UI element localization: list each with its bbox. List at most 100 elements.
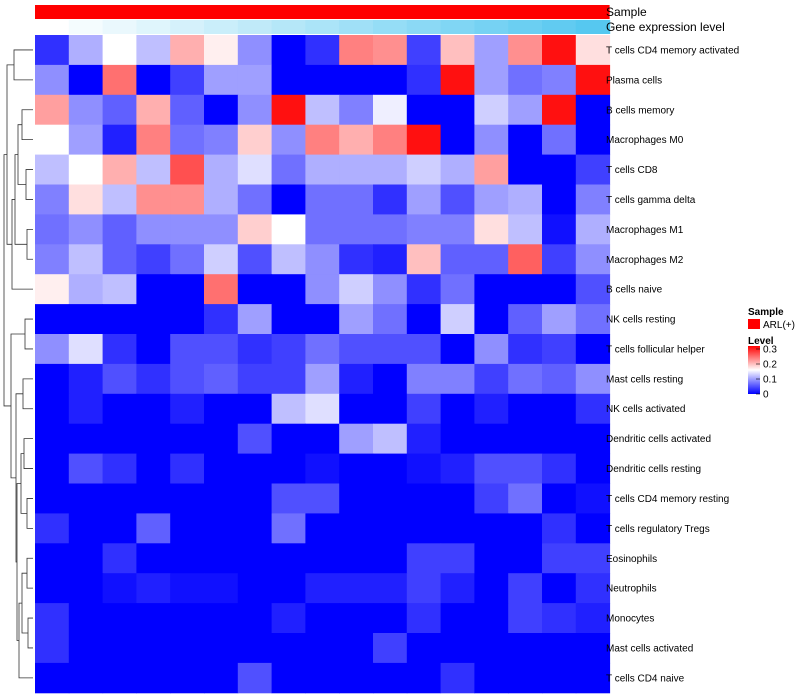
heatmap-cell [542,274,577,305]
heatmap-cell [542,543,577,574]
heatmap-cell [170,274,205,305]
heatmap-cell [508,214,543,245]
dendrogram-branch [14,154,27,245]
heatmap-cell [474,244,509,275]
heatmap-cell [508,184,543,215]
heatmap-cell [575,363,611,395]
dendrogram-branch [26,557,33,589]
heatmap-cell [136,124,171,156]
heatmap-cell [35,543,70,574]
dendrogram-branch [26,498,33,529]
heatmap-cell [68,543,104,574]
dendrogram-branch [21,109,33,141]
heatmap-cell [204,304,239,335]
heatmap-cell [136,483,171,514]
heatmap-cell [305,483,340,514]
heatmap-cell [68,334,104,365]
heatmap-cell [373,94,408,126]
heatmap-cell [170,124,205,156]
gene-expression-track-cell [542,20,577,34]
heatmap-cell [575,543,611,574]
heatmap-cell [35,334,70,365]
heatmap-cell [170,603,205,634]
heatmap-cell [440,513,475,544]
heatmap-cell [68,453,104,484]
heatmap-cell [440,423,475,455]
heatmap-cell [170,393,205,425]
heatmap-cell [542,184,577,215]
heatmap-cell [35,603,70,634]
heatmap-cell [508,573,543,604]
heatmap-cell [474,633,509,664]
gene-expression-track-cell [373,20,408,34]
heatmap-cell [440,543,475,574]
heatmap-cell [271,274,306,305]
heatmap-cell [474,543,509,574]
gene-expression-track-cell [136,20,171,34]
heatmap-cell [136,154,171,185]
heatmap-cell [339,244,374,275]
gene-expression-track-cell [35,20,70,34]
heatmap-cell [542,363,577,395]
heatmap-cell [575,64,611,96]
heatmap-cell [575,423,611,455]
heatmap-cell [68,423,104,455]
heatmap-cell [542,393,577,425]
heatmap-cell [170,662,205,694]
heatmap-cell [102,274,137,305]
heatmap-cell [170,154,205,185]
heatmap-cell [204,334,239,365]
heatmap-cell [542,662,577,694]
heatmap-cell [204,244,239,275]
heatmap-cell [474,124,509,156]
gene-expression-track-cell [474,20,509,34]
heatmap-cell [305,423,340,455]
heatmap-cell [339,363,374,395]
gene-expression-track-cell [237,20,273,34]
heatmap-cell [339,334,374,365]
heatmap-cell [406,334,442,365]
heatmap-cell [508,662,543,694]
heatmap-cell [68,154,104,185]
heatmap-cell [575,214,611,245]
heatmap-cell [339,543,374,574]
heatmap-cell [204,274,239,305]
heatmap-cell [406,662,442,694]
heatmap-cell [204,423,239,455]
heatmap-cell [237,154,273,185]
heatmap-cell [271,573,306,604]
heatmap-cell [237,603,273,634]
heatmap-cell [35,513,70,544]
heatmap-cell [406,513,442,544]
heatmap-cell [305,662,340,694]
heatmap-cell [508,154,543,185]
heatmap-cell [406,393,442,425]
heatmap-cell [305,513,340,544]
heatmap-cell [305,304,340,335]
heatmap-cell [339,513,374,544]
heatmap-cell [440,274,475,305]
heatmap-cell [373,184,408,215]
heatmap-cell [373,214,408,245]
heatmap-cell [271,94,306,126]
gene-expression-track-cell [170,20,205,34]
heatmap-cell [373,453,408,484]
row-label: Macrophages M0 [606,135,684,146]
heatmap-cell [102,662,137,694]
heatmap-cell [440,573,475,604]
heatmap-cell [237,124,273,156]
heatmap-cell [406,184,442,215]
heatmap-cell [237,214,273,245]
heatmap-cell [440,154,475,185]
heatmap-cell [339,423,374,455]
heatmap-cell [474,662,509,694]
heatmap-cell [271,334,306,365]
heatmap-cell [35,244,70,275]
row-label: NK cells resting [606,315,675,326]
heatmap-cell [237,35,273,66]
heatmap-cell [271,662,306,694]
heatmap-cell [136,304,171,335]
row-label: Dendritic cells activated [606,434,711,445]
heatmap-cell [102,393,137,425]
